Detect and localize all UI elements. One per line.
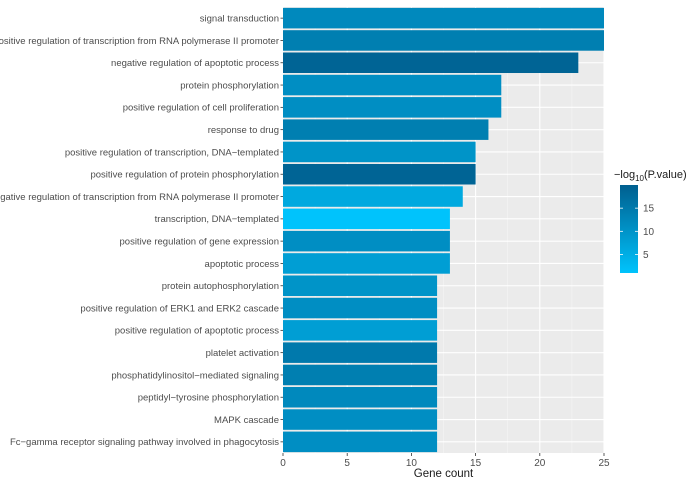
category-labels: signal transduction positive regulation o… <box>0 13 283 448</box>
bar <box>283 74 502 96</box>
category-label: peptidyl−tyrosine phosphorylation <box>138 393 279 404</box>
category-label: positive regulation of apoptotic process <box>115 326 279 337</box>
x-tick-label: 5 <box>344 458 350 469</box>
bar <box>283 97 502 118</box>
category-label: phosphatidylinositol−mediated signaling <box>111 370 279 381</box>
legend-title-subscript: 10 <box>635 174 644 183</box>
legend-tick-label: 15 <box>643 204 655 215</box>
bar <box>283 7 604 29</box>
bar <box>283 275 438 297</box>
bar <box>283 409 438 430</box>
category-label: MAPK cascade <box>214 415 279 426</box>
bar <box>283 119 489 140</box>
x-axis: 0 5 10 15 20 25 <box>280 453 610 469</box>
category-label: positive regulation of transcription, DN… <box>65 147 279 158</box>
category-label: protein autophosphorylation <box>162 281 279 292</box>
legend-ticks: 5 10 15 <box>620 204 655 261</box>
legend-tick-label: 5 <box>643 250 649 261</box>
x-axis-title: Gene count <box>414 468 474 480</box>
bar <box>283 342 438 363</box>
legend-title-suffix: (P.value) <box>644 169 687 181</box>
category-label: positive regulation of protein phosphory… <box>90 170 279 181</box>
bar <box>283 253 450 274</box>
bar <box>283 30 604 51</box>
x-tick-label: 10 <box>406 458 418 469</box>
category-label: signal transduction <box>200 13 279 24</box>
bar <box>283 52 579 74</box>
bar <box>283 208 450 230</box>
legend-tick-label: 10 <box>643 227 655 238</box>
category-label: positive regulation of cell proliferatio… <box>123 103 279 114</box>
category-label: negative regulation of transcription fro… <box>0 192 279 203</box>
bar <box>283 386 438 408</box>
category-label: protein phosphorylation <box>180 80 279 91</box>
bar <box>283 297 438 319</box>
bar <box>283 186 463 207</box>
x-tick-label: 0 <box>280 458 286 469</box>
category-label: positive regulation of gene expression <box>120 236 280 247</box>
legend-title: −log10(P.value) <box>614 169 687 183</box>
category-label: Fc−gamma receptor signaling pathway invo… <box>10 437 279 448</box>
category-label: transcription, DNA−templated <box>155 214 279 225</box>
x-tick-label: 20 <box>534 458 546 469</box>
legend-colorbar <box>620 185 638 273</box>
category-label: positive regulation of transcription fro… <box>0 36 279 47</box>
bar <box>283 431 438 453</box>
category-label: platelet activation <box>206 348 279 359</box>
category-label: negative regulation of apoptotic process <box>111 58 279 69</box>
bar <box>283 320 438 341</box>
bar <box>283 230 450 252</box>
bar <box>283 141 476 163</box>
bar <box>283 163 476 185</box>
x-tick-label: 25 <box>598 458 610 469</box>
category-label: apoptotic process <box>205 259 280 270</box>
bar <box>283 364 438 386</box>
x-tick-label: 15 <box>470 458 482 469</box>
bars <box>283 7 604 453</box>
category-label: response to drug <box>208 125 279 136</box>
legend-title-prefix: −log <box>614 169 635 181</box>
category-label: positive regulation of ERK1 and ERK2 cas… <box>80 303 279 314</box>
